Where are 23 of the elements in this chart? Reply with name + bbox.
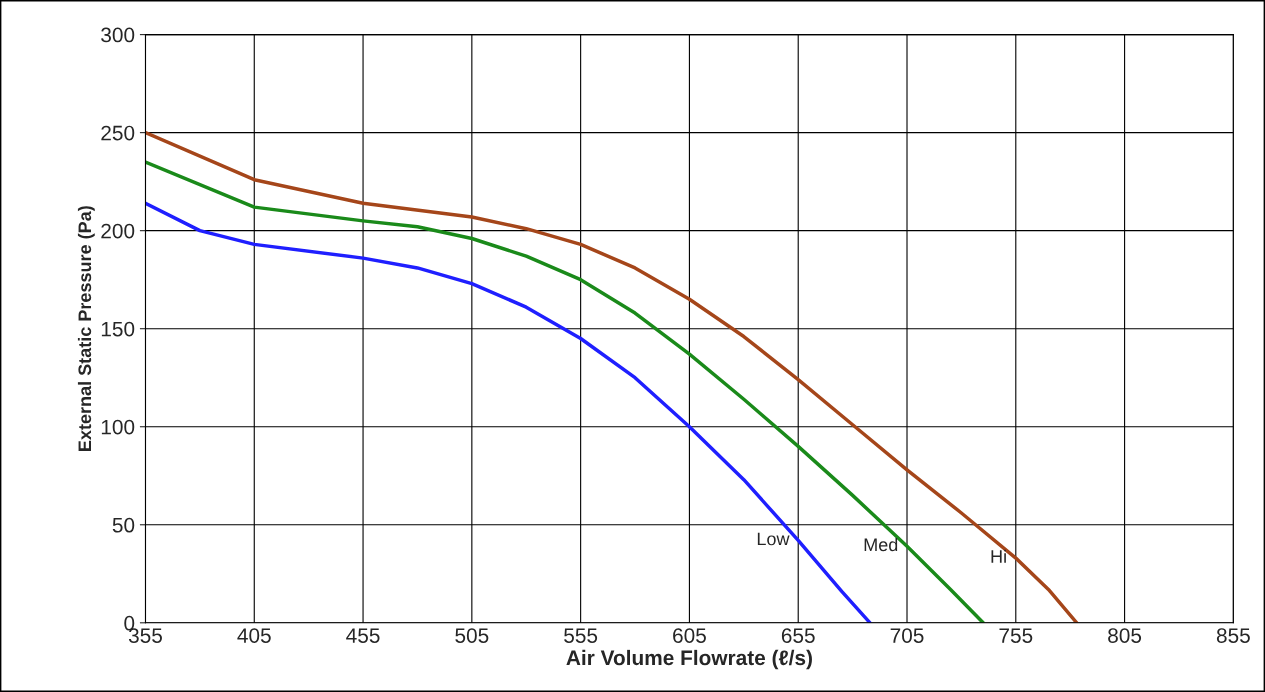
line-series <box>145 160 985 623</box>
y-axis-title: External Static Pressure (Pa) <box>77 206 95 451</box>
series-label: Med <box>864 537 898 552</box>
x-axis-title: Air Volume Flowrate (ℓ/s) <box>566 649 812 670</box>
x-tick-label: 455 <box>346 628 380 643</box>
line-series <box>145 130 1079 623</box>
x-tick-label: 655 <box>781 628 815 643</box>
x-tick-label: 505 <box>455 628 489 643</box>
x-tick-label: 555 <box>564 628 598 643</box>
y-tick-label: 150 <box>101 321 135 337</box>
x-tick-label: 705 <box>890 628 924 643</box>
y-tick-label: 50 <box>112 517 135 533</box>
y-tick-label: 300 <box>101 27 135 43</box>
y-tick-label: 100 <box>101 419 135 435</box>
series-label: Hi <box>991 549 1006 563</box>
y-tick-label: 200 <box>101 223 135 239</box>
x-tick-label: 405 <box>237 628 271 643</box>
x-tick-label: 605 <box>673 628 706 643</box>
x-tick-label: 755 <box>999 628 1033 643</box>
x-tick-label: 805 <box>1108 628 1142 643</box>
x-tick-label: 855 <box>1216 628 1250 643</box>
y-tick-label: 250 <box>101 125 135 141</box>
series-label: Low <box>757 532 790 546</box>
